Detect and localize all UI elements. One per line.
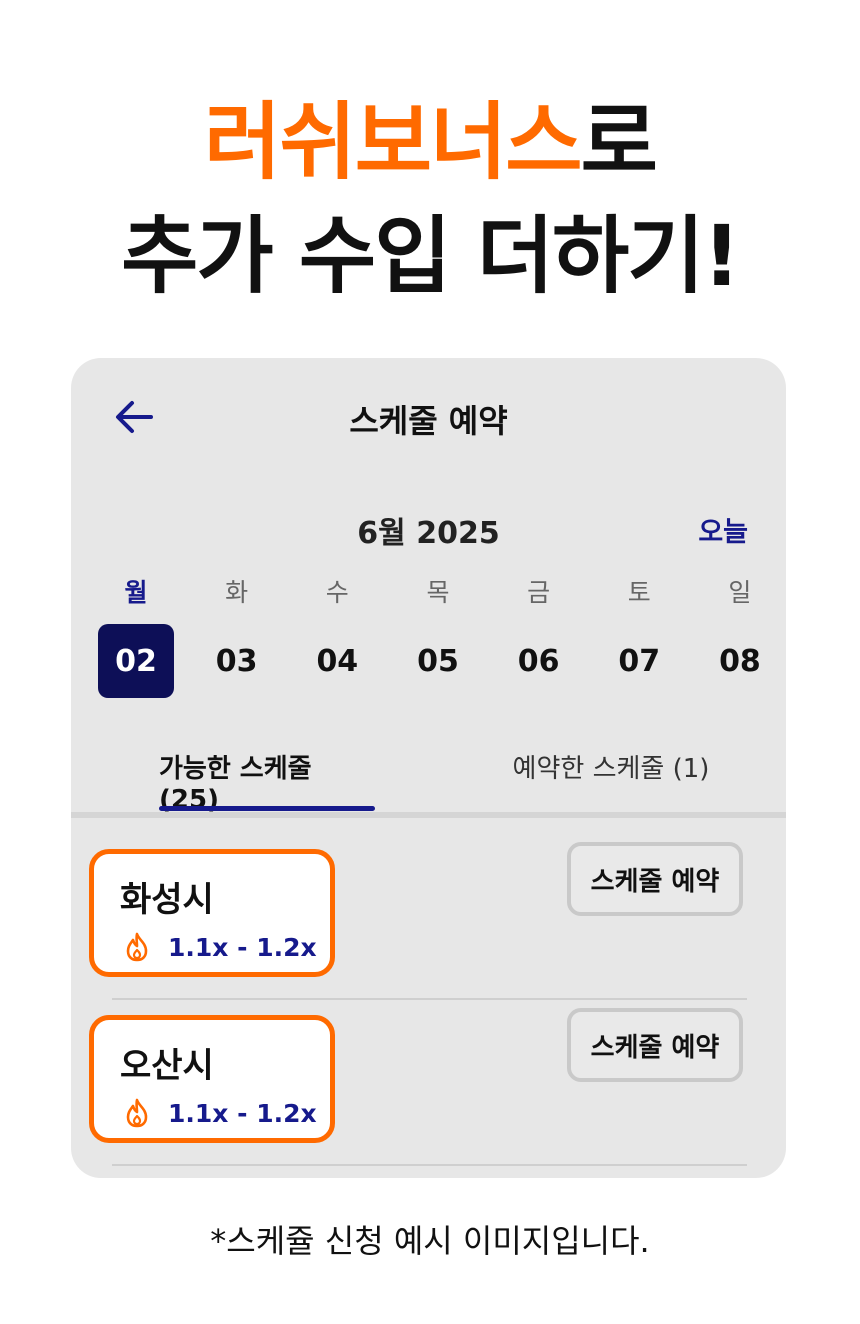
day-date: 05 bbox=[417, 643, 459, 679]
day-name: 수 bbox=[325, 578, 349, 607]
month-label: 6월 2025 bbox=[357, 516, 500, 551]
location-name: 오산시 bbox=[120, 1046, 214, 1086]
day-name: 일 bbox=[728, 578, 752, 607]
day-name: 목 bbox=[426, 578, 450, 607]
book-schedule-button[interactable]: 스케줄 예약 bbox=[567, 1008, 743, 1082]
location-highlight-box: 화성시 1.1x - 1.2x bbox=[89, 849, 335, 977]
arrow-left-icon bbox=[116, 401, 153, 433]
day-name: 화 bbox=[225, 578, 249, 607]
list-divider bbox=[112, 1164, 747, 1166]
headline-line-2: 추가 수입 더하기! bbox=[121, 207, 741, 305]
day-date: 02 bbox=[98, 624, 174, 698]
day-sunday[interactable]: 일 08 bbox=[702, 574, 778, 704]
schedule-item: 오산시 1.1x - 1.2x 스케줄 예약 bbox=[71, 1008, 786, 1176]
day-date: 06 bbox=[517, 643, 560, 679]
day-monday[interactable]: 월 02 bbox=[98, 574, 174, 704]
tab-booked[interactable]: 예약한 스케줄 (1) bbox=[512, 754, 710, 784]
day-name: 금 bbox=[527, 578, 551, 607]
example-footnote: *스케쥴 신청 예시 이미지입니다. bbox=[210, 1222, 650, 1260]
list-divider bbox=[112, 998, 747, 1000]
book-schedule-button[interactable]: 스케줄 예약 bbox=[567, 842, 743, 916]
active-tab-indicator bbox=[159, 806, 375, 811]
headline-line-1: 러쉬보너스로 bbox=[0, 100, 860, 184]
headline-highlight: 러쉬보너스 bbox=[204, 93, 582, 191]
day-tuesday[interactable]: 화 03 bbox=[199, 574, 275, 704]
flame-icon bbox=[126, 1098, 148, 1128]
tab-divider bbox=[71, 812, 786, 818]
day-name: 토 bbox=[627, 578, 651, 607]
week-strip: 월 02 화 03 수 04 목 05 금 06 토 07 일 08 bbox=[98, 574, 778, 704]
day-date: 04 bbox=[316, 643, 359, 679]
day-saturday[interactable]: 토 07 bbox=[601, 574, 677, 704]
location-highlight-box: 오산시 1.1x - 1.2x bbox=[89, 1015, 335, 1143]
day-date: 03 bbox=[215, 643, 258, 679]
rate-row: 1.1x - 1.2x bbox=[124, 1098, 317, 1128]
flame-icon bbox=[126, 932, 148, 962]
rate-multiplier: 1.1x - 1.2x bbox=[168, 932, 317, 962]
back-button[interactable] bbox=[111, 394, 157, 440]
today-button[interactable]: 오늘 bbox=[698, 517, 748, 548]
schedule-tabs: 가능한 스케줄 (25) 예약한 스케줄 (1) bbox=[71, 748, 786, 815]
rate-multiplier: 1.1x - 1.2x bbox=[168, 1098, 317, 1128]
rate-row: 1.1x - 1.2x bbox=[124, 932, 317, 962]
day-date: 07 bbox=[618, 643, 661, 679]
day-date: 08 bbox=[719, 643, 761, 679]
screen-title: 스케줄 예약 bbox=[349, 402, 508, 440]
app-screen-card: 스케줄 예약 6월 2025 오늘 월 02 화 03 수 04 목 05 금 … bbox=[71, 358, 786, 1178]
day-name: 월 bbox=[124, 578, 148, 607]
schedule-item: 화성시 1.1x - 1.2x 스케줄 예약 bbox=[71, 842, 786, 1010]
day-friday[interactable]: 금 06 bbox=[501, 574, 577, 704]
day-wednesday[interactable]: 수 04 bbox=[299, 574, 375, 704]
tab-available[interactable]: 가능한 스케줄 (25) bbox=[159, 754, 312, 815]
location-name: 화성시 bbox=[120, 880, 214, 920]
day-thursday[interactable]: 목 05 bbox=[400, 574, 476, 704]
headline-suffix: 로 bbox=[580, 93, 658, 191]
